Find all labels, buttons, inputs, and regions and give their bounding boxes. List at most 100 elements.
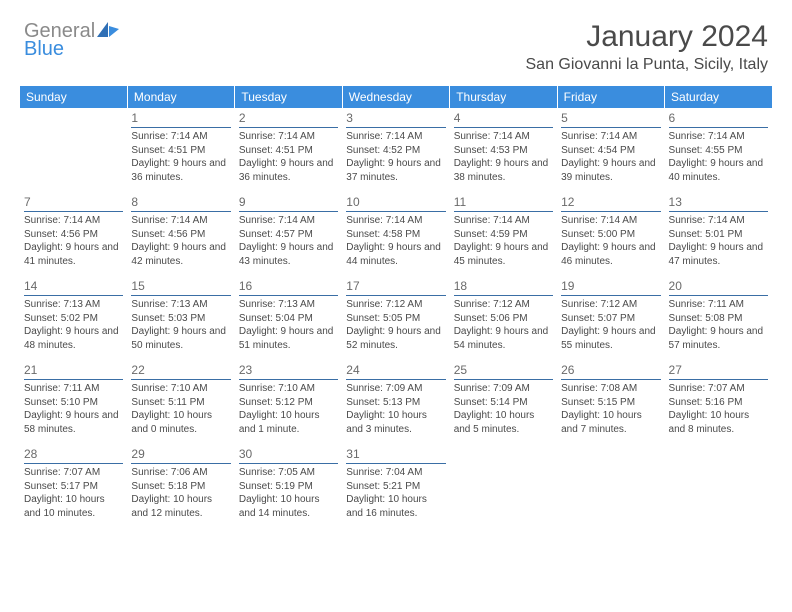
sunrise-text: Sunrise: 7:09 AM bbox=[454, 382, 553, 396]
sunrise-text: Sunrise: 7:12 AM bbox=[346, 298, 445, 312]
sunrise-text: Sunrise: 7:07 AM bbox=[24, 466, 123, 480]
day-number: 19 bbox=[561, 278, 660, 296]
daylight-text: Daylight: 9 hours and 46 minutes. bbox=[561, 241, 660, 268]
daylight-text: Daylight: 10 hours and 10 minutes. bbox=[24, 493, 123, 520]
weekday-header: Wednesday bbox=[342, 86, 449, 108]
calendar-day-cell: 28Sunrise: 7:07 AMSunset: 5:17 PMDayligh… bbox=[20, 444, 127, 528]
sunset-text: Sunset: 5:02 PM bbox=[24, 312, 123, 326]
daylight-text: Daylight: 9 hours and 52 minutes. bbox=[346, 325, 445, 352]
sunrise-text: Sunrise: 7:12 AM bbox=[454, 298, 553, 312]
day-number: 26 bbox=[561, 362, 660, 380]
sunrise-text: Sunrise: 7:13 AM bbox=[131, 298, 230, 312]
sunrise-text: Sunrise: 7:14 AM bbox=[561, 214, 660, 228]
sunrise-text: Sunrise: 7:07 AM bbox=[669, 382, 768, 396]
sunset-text: Sunset: 5:16 PM bbox=[669, 396, 768, 410]
page-title: January 2024 bbox=[526, 20, 769, 54]
daylight-text: Daylight: 10 hours and 1 minute. bbox=[239, 409, 338, 436]
daylight-text: Daylight: 9 hours and 44 minutes. bbox=[346, 241, 445, 268]
day-number: 29 bbox=[131, 446, 230, 464]
calendar-day-cell: 10Sunrise: 7:14 AMSunset: 4:58 PMDayligh… bbox=[342, 192, 449, 276]
day-number: 10 bbox=[346, 194, 445, 212]
daylight-text: Daylight: 9 hours and 40 minutes. bbox=[669, 157, 768, 184]
weekday-header: Monday bbox=[127, 86, 234, 108]
day-number: 6 bbox=[669, 110, 768, 128]
daylight-text: Daylight: 9 hours and 58 minutes. bbox=[24, 409, 123, 436]
calendar-week-row: 14 Sunrise: 7:13 AM Sunset: 5:02 PM Dayligh… bbox=[20, 276, 772, 360]
day-number: 12 bbox=[561, 194, 660, 212]
calendar-table: SundayMondayTuesdayWednesdayThursdayFrid… bbox=[20, 86, 772, 528]
weekday-header: Tuesday bbox=[235, 86, 342, 108]
sunrise-text: Sunrise: 7:14 AM bbox=[239, 130, 338, 144]
daylight-text: Daylight: 9 hours and 45 minutes. bbox=[454, 241, 553, 268]
calendar-day-cell: 13Sunrise: 7:14 AMSunset: 5:01 PMDayligh… bbox=[665, 192, 772, 276]
day-number: 30 bbox=[239, 446, 338, 464]
daylight-text: Daylight: 9 hours and 36 minutes. bbox=[131, 157, 230, 184]
daylight-text: Daylight: 10 hours and 16 minutes. bbox=[346, 493, 445, 520]
daylight-text: Daylight: 9 hours and 38 minutes. bbox=[454, 157, 553, 184]
day-number: 15 bbox=[131, 278, 230, 296]
day-number: 14 bbox=[24, 278, 123, 296]
sunrise-text: Sunrise: 7:05 AM bbox=[239, 466, 338, 480]
calendar-day-cell: 4Sunrise: 7:14 AMSunset: 4:53 PMDaylight… bbox=[450, 108, 557, 192]
sunset-text: Sunset: 4:59 PM bbox=[454, 228, 553, 242]
calendar-week-row: 21Sunrise: 7:11 AMSunset: 5:10 PMDayligh… bbox=[20, 360, 772, 444]
day-number: 13 bbox=[669, 194, 768, 212]
calendar-day-cell: 30Sunrise: 7:05 AMSunset: 5:19 PMDayligh… bbox=[235, 444, 342, 528]
sunrise-text: Sunrise: 7:11 AM bbox=[669, 298, 768, 312]
calendar-day-cell bbox=[450, 444, 557, 528]
day-number: 27 bbox=[669, 362, 768, 380]
calendar-day-cell: 2Sunrise: 7:14 AMSunset: 4:51 PMDaylight… bbox=[235, 108, 342, 192]
weekday-header: Friday bbox=[557, 86, 664, 108]
calendar-day-cell: 21Sunrise: 7:11 AMSunset: 5:10 PMDayligh… bbox=[20, 360, 127, 444]
sunset-text: Sunset: 5:13 PM bbox=[346, 396, 445, 410]
sunset-text: Sunset: 4:54 PM bbox=[561, 144, 660, 158]
sunset-text: Sunset: 4:56 PM bbox=[24, 228, 123, 242]
daylight-text: Daylight: 10 hours and 7 minutes. bbox=[561, 409, 660, 436]
weekday-header: Thursday bbox=[450, 86, 557, 108]
sunrise-text: Sunrise: 7:12 AM bbox=[561, 298, 660, 312]
sunset-text: Sunset: 5:06 PM bbox=[454, 312, 553, 326]
daylight-text: Daylight: 9 hours and 39 minutes. bbox=[561, 157, 660, 184]
sunset-text: Sunset: 5:17 PM bbox=[24, 480, 123, 494]
sunrise-text: Sunrise: 7:14 AM bbox=[239, 214, 338, 228]
sunrise-text: Sunrise: 7:14 AM bbox=[454, 130, 553, 144]
sunset-text: Sunset: 4:57 PM bbox=[239, 228, 338, 242]
day-number: 3 bbox=[346, 110, 445, 128]
weekday-header: Sunday bbox=[20, 86, 127, 108]
day-number: 17 bbox=[346, 278, 445, 296]
sunrise-text: Sunrise: 7:14 AM bbox=[561, 130, 660, 144]
sunrise-text: Sunrise: 7:14 AM bbox=[131, 214, 230, 228]
daylight-text: Daylight: 9 hours and 57 minutes. bbox=[669, 325, 768, 352]
sunset-text: Sunset: 5:07 PM bbox=[561, 312, 660, 326]
calendar-day-cell: 16Sunrise: 7:13 AMSunset: 5:04 PMDayligh… bbox=[235, 276, 342, 360]
calendar-day-cell: 14Sunrise: 7:13 AMSunset: 5:02 PMDayligh… bbox=[20, 276, 127, 360]
calendar-day-cell: 9Sunrise: 7:14 AMSunset: 4:57 PMDaylight… bbox=[235, 192, 342, 276]
daylight-text: Daylight: 9 hours and 43 minutes. bbox=[239, 241, 338, 268]
calendar-day-cell: 24Sunrise: 7:09 AMSunset: 5:13 PMDayligh… bbox=[342, 360, 449, 444]
sunrise-text: Sunrise: 7:14 AM bbox=[454, 214, 553, 228]
calendar-day-cell bbox=[665, 444, 772, 528]
calendar-day-cell: 12Sunrise: 7:14 AMSunset: 5:00 PMDayligh… bbox=[557, 192, 664, 276]
daylight-text: Daylight: 9 hours and 51 minutes. bbox=[239, 325, 338, 352]
day-number: 2 bbox=[239, 110, 338, 128]
title-block: January 2024 San Giovanni la Punta, Sici… bbox=[526, 20, 769, 74]
page-header: General Blue January 2024 San Giovanni l… bbox=[0, 0, 792, 82]
day-number: 7 bbox=[24, 194, 123, 212]
calendar-day-cell bbox=[20, 108, 127, 192]
daylight-text: Daylight: 10 hours and 5 minutes. bbox=[454, 409, 553, 436]
calendar-week-row: 28Sunrise: 7:07 AMSunset: 5:17 PMDayligh… bbox=[20, 444, 772, 528]
sunset-text: Sunset: 5:21 PM bbox=[346, 480, 445, 494]
day-number: 22 bbox=[131, 362, 230, 380]
sunrise-text: Sunrise: 7:08 AM bbox=[561, 382, 660, 396]
sunset-text: Sunset: 4:51 PM bbox=[131, 144, 230, 158]
brand-logo: General Blue bbox=[24, 20, 119, 60]
daylight-text: Daylight: 9 hours and 47 minutes. bbox=[669, 241, 768, 268]
sunrise-text: Sunrise: 7:14 AM bbox=[669, 130, 768, 144]
day-number: 31 bbox=[346, 446, 445, 464]
day-number: 16 bbox=[239, 278, 338, 296]
calendar-day-cell: 3Sunrise: 7:14 AMSunset: 4:52 PMDaylight… bbox=[342, 108, 449, 192]
daylight-text: Daylight: 9 hours and 37 minutes. bbox=[346, 157, 445, 184]
calendar-day-cell: 22Sunrise: 7:10 AMSunset: 5:11 PMDayligh… bbox=[127, 360, 234, 444]
calendar-day-cell: 15Sunrise: 7:13 AMSunset: 5:03 PMDayligh… bbox=[127, 276, 234, 360]
calendar-body: 1Sunrise: 7:14 AMSunset: 4:51 PMDaylight… bbox=[20, 108, 772, 528]
